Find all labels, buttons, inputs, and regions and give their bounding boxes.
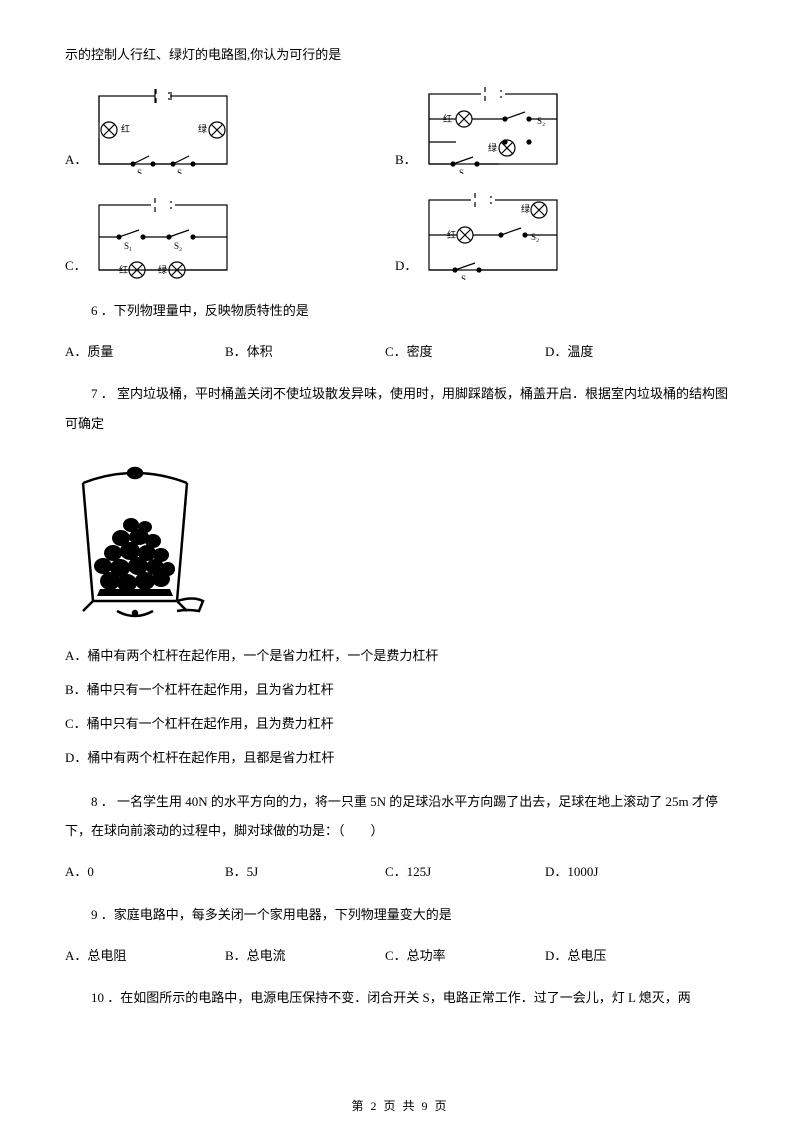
svg-text:S₁: S₁ [461,274,469,280]
option-label-d: D． [395,255,417,280]
q7-opt-b: B．桶中只有一个杠杆在起作用，且为省力杠杆 [65,675,735,705]
svg-text:S₂: S₂ [531,232,539,242]
trash-can-svg [65,461,215,621]
q8-text: 8 ． 一名学生用 40N 的水平方向的力，将一只重 5N 的足球沿水平方向踢了… [65,787,735,847]
q9-options: A．总电阻 B．总电流 C．总功率 D．总电压 [65,944,735,967]
q7-opt-d: D．桶中有两个杠杆在起作用，且都是省力杠杆 [65,743,735,773]
svg-text:红: 红 [447,229,456,240]
q6-opt-d: D．温度 [545,340,705,363]
circuit-b-svg: 红 S₂ 绿 S₁ [421,84,566,174]
q8-opt-a: A．0 [65,860,225,883]
q10-text: 10 ．在如图所示的电路中，电源电压保持不变．闭合开关 S，电路正常工作．过了一… [65,983,735,1013]
svg-text:绿: 绿 [198,123,207,134]
svg-text:S₁: S₁ [137,168,145,174]
q8-opt-d: D．1000J [545,860,705,883]
circuit-d-svg: 绿 红 S₂ S₁ [421,190,566,280]
q9-opt-c: C．总功率 [385,944,545,967]
q9-opt-a: A．总电阻 [65,944,225,967]
svg-text:S₂: S₂ [174,241,182,251]
q7-opt-c: C．桶中只有一个杠杆在起作用，且为费力杠杆 [65,709,735,739]
page-footer: 第 2 页 共 9 页 [0,1097,800,1114]
circuit-c-svg: S₁ S₂ 红 绿 [91,195,236,280]
option-label-b: B． [395,149,417,174]
option-label-c: C． [65,255,87,280]
svg-text:S₁: S₁ [459,168,467,174]
svg-text:红: 红 [121,123,130,134]
circuit-row-2: C． S₁ S₂ 红 绿 D． [65,190,735,280]
option-label-a: A． [65,149,87,174]
svg-text:红: 红 [443,113,452,124]
svg-text:S₁: S₁ [124,241,132,251]
circuit-row-1: A． 红 绿 [65,84,735,174]
svg-text:绿: 绿 [158,264,167,275]
q6-options: A．质量 B．体积 C．密度 D．温度 [65,340,735,363]
q8-options: A．0 B．5J C．125J D．1000J [65,860,735,883]
svg-text:绿: 绿 [488,142,497,153]
svg-text:绿: 绿 [521,203,530,214]
q7-opt-a: A．桶中有两个杠杆在起作用，一个是省力杠杆，一个是费力杠杆 [65,641,735,671]
q9-opt-b: B．总电流 [225,944,385,967]
q6-opt-c: C．密度 [385,340,545,363]
q6-opt-b: B．体积 [225,340,385,363]
q8-opt-b: B．5J [225,860,385,883]
q6-opt-a: A．质量 [65,340,225,363]
q9-text: 9 ．家庭电路中，每多关闭一个家用电器，下列物理量变大的是 [65,900,735,930]
svg-text:红: 红 [119,264,128,275]
q5-trail-text: 示的控制人行红、绿灯的电路图,你认为可行的是 [65,40,735,70]
circuit-a-svg: 红 绿 S₁ S₂ [91,84,236,174]
svg-text:S₂: S₂ [177,168,185,174]
q6-text: 6 ．下列物理量中，反映物质特性的是 [65,296,735,326]
q8-opt-c: C．125J [385,860,545,883]
q7-text: 7 ． 室内垃圾桶，平时桶盖关闭不使垃圾散发异味，使用时，用脚踩踏板，桶盖开启．… [65,379,735,439]
svg-text:S₂: S₂ [537,116,545,126]
q9-opt-d: D．总电压 [545,944,705,967]
